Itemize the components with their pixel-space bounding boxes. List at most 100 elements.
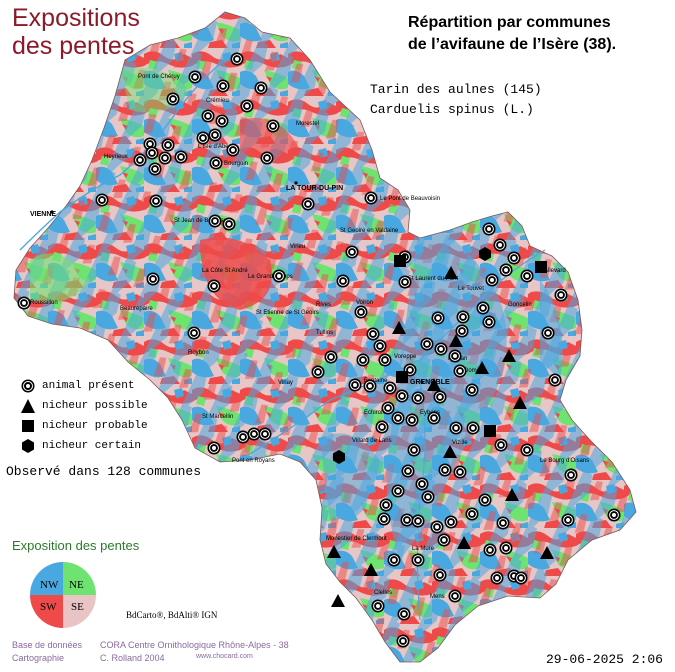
marker-animal-present bbox=[482, 222, 496, 236]
marker-animal-present bbox=[411, 391, 425, 405]
marker-animal-present bbox=[379, 498, 393, 512]
label-domene: Domène bbox=[464, 368, 487, 374]
marker-animal-present bbox=[430, 520, 444, 534]
marker-animal-present bbox=[381, 401, 395, 415]
marker-animal-present bbox=[561, 513, 575, 527]
marker-animal-present bbox=[520, 443, 534, 457]
label-allevard: Allevard bbox=[544, 268, 566, 274]
legend-label: animal présent bbox=[42, 380, 135, 392]
label-vienne: VIENNE bbox=[30, 211, 56, 218]
marker-animal-present bbox=[324, 350, 338, 364]
label-roybon: Roybon bbox=[188, 350, 209, 356]
label-le-grand-lemps: Le Grand Lemps bbox=[248, 274, 293, 280]
compass-se-label: SE bbox=[71, 601, 84, 613]
marker-animal-present bbox=[437, 533, 451, 547]
ign-credit: BdCarto®, BdAlti® IGN bbox=[126, 610, 218, 620]
marker-nicheur-probable bbox=[484, 425, 496, 437]
observed-count: Observé dans 128 communes bbox=[6, 464, 202, 479]
marker-animal-present bbox=[420, 337, 434, 351]
label-la-mure: La Mure bbox=[412, 546, 435, 552]
marker-animal-present bbox=[400, 513, 414, 527]
label-mens: Mens bbox=[430, 594, 445, 600]
animal-present-icon bbox=[21, 379, 35, 393]
marker-animal-present bbox=[174, 150, 188, 164]
marker-animal-present bbox=[146, 272, 160, 286]
square-icon bbox=[22, 420, 34, 432]
compass-sw-label: SW bbox=[40, 601, 57, 613]
marker-animal-present bbox=[411, 553, 425, 567]
exposition-compass: NW NE SW SE bbox=[30, 562, 96, 628]
label-lisle-dabeau: L'Isle d'Abeau bbox=[198, 144, 235, 150]
marker-animal-present bbox=[478, 493, 492, 507]
marker-animal-present bbox=[240, 99, 254, 113]
marker-animal-present bbox=[548, 373, 562, 387]
marker-animal-present bbox=[431, 311, 445, 325]
marker-animal-present bbox=[483, 543, 497, 557]
marker-animal-present bbox=[387, 553, 401, 567]
marker-nicheur-certain bbox=[479, 247, 491, 261]
marker-nicheur-possible bbox=[427, 378, 441, 391]
marker-nicheur-possible bbox=[327, 545, 341, 558]
marker-animal-present bbox=[377, 512, 391, 526]
label-fontaine: Fontaine bbox=[364, 378, 388, 384]
marker-animal-present bbox=[433, 390, 447, 404]
marker-nicheur-possible bbox=[392, 321, 406, 334]
marker-nicheur-possible bbox=[364, 563, 378, 576]
species-info: Tarin des aulnes (145) Carduelis spinus … bbox=[370, 80, 542, 120]
marker-animal-present bbox=[311, 365, 325, 379]
label-st-etienne-de-st-geoirs: St Etienne de St Geoirs bbox=[256, 310, 319, 316]
marker-animal-present bbox=[158, 151, 172, 165]
credit-base-value: CORA Centre Ornithologique Rhône-Alpes -… bbox=[100, 640, 289, 650]
credit-website[interactable]: www.chocard.com bbox=[196, 653, 253, 660]
marker-animal-present bbox=[421, 490, 435, 504]
marker-animal-present bbox=[398, 275, 412, 289]
repartition-title: Répartition par communes de l’avifaune d… bbox=[408, 12, 616, 56]
marker-animal-present bbox=[188, 70, 202, 84]
marker-animal-present bbox=[411, 514, 425, 528]
marker-animal-present bbox=[149, 194, 163, 208]
label-villard-de-lans: Villard de Lans bbox=[352, 438, 392, 444]
marker-animal-present bbox=[444, 515, 458, 529]
marker-animal-present bbox=[415, 477, 429, 491]
label-morestel: Morestel bbox=[296, 121, 319, 127]
exposition-title: Exposition des pentes bbox=[12, 538, 140, 553]
marker-nicheur-possible bbox=[475, 361, 489, 374]
hexagon-icon bbox=[22, 439, 34, 453]
river-isere bbox=[239, 249, 546, 461]
label-pont-de-beauvoisin: Le Pont de Beauvoisin bbox=[380, 196, 440, 202]
marker-animal-present bbox=[465, 507, 479, 521]
marker-animal-present bbox=[397, 607, 411, 621]
triangle-icon bbox=[21, 399, 35, 413]
marker-animal-present bbox=[366, 327, 380, 341]
species-common-name: Tarin des aulnes (145) bbox=[370, 82, 542, 97]
label-tullins: Tullins bbox=[316, 330, 333, 336]
marker-animal-present bbox=[485, 273, 499, 287]
marker-animal-present bbox=[166, 92, 180, 106]
observation-markers bbox=[17, 52, 621, 648]
repartition-line-1: Répartition par communes bbox=[408, 14, 611, 31]
compass-nw-quadrant bbox=[30, 562, 63, 595]
species-latin-name: Carduelis spinus (L.) bbox=[370, 102, 534, 117]
marker-animal-present bbox=[466, 421, 480, 435]
marker-animal-present bbox=[482, 315, 496, 329]
marker-animal-present bbox=[375, 420, 389, 434]
marker-animal-present bbox=[364, 191, 378, 205]
marker-animal-present bbox=[448, 349, 462, 363]
label-st-marcellin: St Marcellin bbox=[202, 414, 233, 420]
marker-animal-present bbox=[145, 146, 159, 160]
marker-animal-present bbox=[187, 326, 201, 340]
marker-animal-present bbox=[371, 599, 385, 613]
label-la-cote-st-andre: La Côte St André bbox=[202, 268, 248, 274]
marker-animal-present bbox=[378, 353, 392, 367]
marker-animal-present bbox=[266, 119, 280, 133]
marker-animal-present bbox=[438, 463, 452, 477]
label-la-tour-du-pin: LA TOUR-DU-PIN bbox=[286, 185, 343, 192]
label-roussillon: Roussillon bbox=[30, 300, 58, 306]
marker-animal-present bbox=[226, 143, 240, 157]
marker-animal-present bbox=[493, 238, 507, 252]
marker-animal-present bbox=[433, 568, 447, 582]
marker-animal-present bbox=[396, 634, 410, 648]
marker-animal-present bbox=[499, 263, 513, 277]
